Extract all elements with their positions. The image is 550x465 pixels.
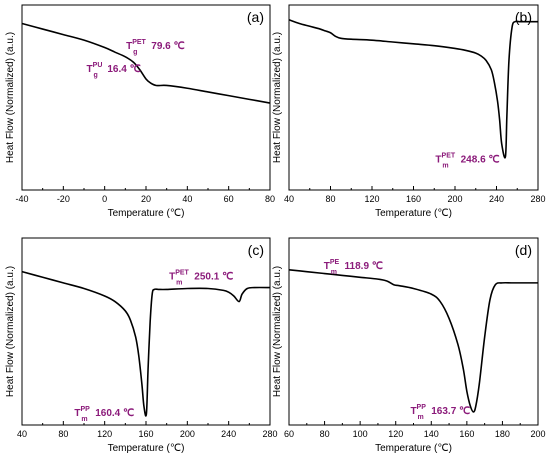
x-tick-label: 160 [138, 429, 153, 439]
y-axis-label: Heat Flow (Normalized) (a.u.) [272, 266, 283, 397]
y-axis-label: Heat Flow (Normalized) (a.u.) [272, 32, 283, 163]
x-tick-label: 120 [364, 194, 379, 204]
annotation-superscript: PP [417, 404, 427, 411]
y-axis-label: Heat Flow (Normalized) (a.u.) [5, 32, 16, 163]
transition-annotation: TPE m 118.9 ℃ [324, 259, 383, 276]
x-tick-label: 160 [406, 194, 421, 204]
x-tick-label: 280 [262, 429, 277, 439]
transition-annotation: TPP m 163.7 ℃ [410, 404, 470, 421]
panel-b: 40 80 120 160 200 240 280 Temperature (℃) Heat F… [126, 4, 546, 219]
x-tick-label: 80 [320, 429, 330, 439]
annotation-symbol: T [87, 64, 93, 75]
x-tick-label: -40 [15, 194, 28, 204]
x-tick-label: 160 [459, 429, 474, 439]
heat-flow-curve [288, 268, 538, 413]
x-tick-label: 40 [182, 194, 192, 204]
x-axis-label: Temperature (℃) [375, 443, 452, 454]
annotation-superscript: PET [175, 270, 189, 277]
x-tick-label: 140 [424, 429, 439, 439]
x-tick-label: 120 [388, 429, 403, 439]
x-tick-label: 80 [58, 429, 68, 439]
annotation-subscript: m [417, 414, 423, 421]
annotation-subscript: m [81, 416, 87, 423]
x-tick-label: 280 [530, 194, 545, 204]
x-tick-label: 20 [141, 194, 151, 204]
x-axis-label: Temperature (℃) [375, 208, 452, 219]
annotation-value: 16.4 ℃ [107, 64, 140, 75]
x-tick-label: 120 [97, 429, 112, 439]
annotation-superscript: PU [93, 62, 103, 69]
panel-d: 60 80 100 120 140 160 180 200 Temperature (℃) Hea… [272, 237, 546, 454]
transition-annotation: TPET m 250.1 ℃ [169, 270, 233, 287]
panel-label: (a) [247, 9, 264, 25]
annotation-symbol: T [169, 272, 175, 283]
transition-annotation: TPET m 248.6 ℃ [435, 153, 499, 170]
transition-annotation: TPP m 160.4 ℃ [74, 406, 134, 423]
annotation-symbol: T [126, 41, 132, 52]
transition-annotation: TPET g 79.6 ℃ [126, 39, 185, 56]
annotation-superscript: PP [81, 406, 91, 413]
x-tick-label: 80 [325, 194, 335, 204]
annotation-value: 160.4 ℃ [95, 408, 134, 419]
x-tick-label: 60 [284, 429, 294, 439]
annotation-value: 248.6 ℃ [461, 155, 500, 166]
annotation-value: 250.1 ℃ [194, 272, 233, 283]
annotation-symbol: T [324, 261, 330, 272]
annotation-subscript: m [331, 269, 337, 276]
annotation-value: 118.9 ℃ [345, 261, 383, 272]
transition-annotation: TPU g 16.4 ℃ [87, 62, 141, 79]
heat-flow-curve [288, 19, 538, 159]
annotation-value: 79.6 ℃ [151, 41, 184, 52]
annotation-symbol: T [74, 408, 80, 419]
annotation-subscript: m [442, 163, 448, 170]
panel-label: (c) [248, 242, 264, 258]
annotation-superscript: PET [132, 39, 146, 46]
x-tick-label: 200 [180, 429, 195, 439]
panel-label: (b) [515, 9, 532, 25]
annotation-subscript: m [176, 280, 182, 287]
annotation-subscript: g [133, 49, 137, 56]
panel-label: (d) [515, 242, 532, 258]
x-tick-label: 0 [102, 194, 107, 204]
x-tick-label: 40 [17, 429, 27, 439]
annotation-superscript: PE [330, 259, 340, 266]
panel-c: 40 80 120 160 200 240 280 Temperature (℃) Heat F… [5, 237, 278, 454]
annotation-symbol: T [410, 406, 416, 417]
x-tick-label: 240 [221, 429, 236, 439]
annotation-superscript: PET [442, 153, 456, 160]
x-tick-label: 60 [224, 194, 234, 204]
annotation-subscript: g [94, 72, 98, 79]
annotation-value: 163.7 ℃ [431, 406, 470, 417]
x-axis-label: Temperature (℃) [108, 443, 185, 454]
x-axis-label: Temperature (℃) [108, 208, 185, 219]
heat-flow-curve [21, 22, 271, 104]
x-tick-label: -20 [57, 194, 70, 204]
x-tick-label: 200 [447, 194, 462, 204]
x-tick-label: 100 [353, 429, 368, 439]
plot-frame [21, 237, 271, 426]
annotation-symbol: T [435, 155, 441, 166]
x-tick-label: 40 [284, 194, 294, 204]
panel-a: -40 -20 0 20 40 60 80 Temperature (℃) Heat Flow … [5, 4, 275, 219]
x-tick-label: 80 [265, 194, 275, 204]
x-tick-label: 240 [489, 194, 504, 204]
x-tick-label: 180 [495, 429, 510, 439]
heat-flow-curve [21, 270, 271, 417]
plot-frame [288, 4, 539, 191]
x-tick-label: 200 [530, 429, 545, 439]
y-axis-label: Heat Flow (Normalized) (a.u.) [5, 266, 16, 397]
